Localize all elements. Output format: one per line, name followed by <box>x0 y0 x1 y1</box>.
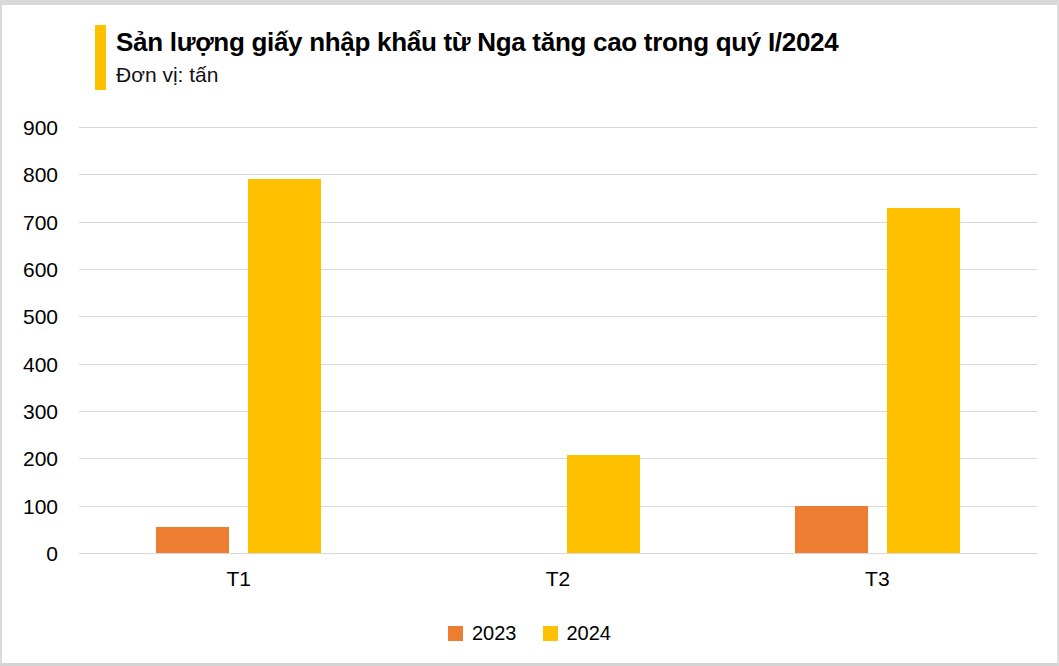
chart-header: Sản lượng giấy nhập khẩu từ Nga tăng cao… <box>95 25 838 90</box>
x-tick-label-T3: T3 <box>718 567 1037 591</box>
bar-group-T2 <box>398 127 717 553</box>
legend-swatch-2023 <box>448 626 463 641</box>
bar-group-T1 <box>79 127 398 553</box>
legend-item-2023: 2023 <box>448 622 517 645</box>
y-tick-label-800: 800 <box>2 164 58 185</box>
x-tick-label-T2: T2 <box>398 567 717 591</box>
plot-area: 0100200300400500600700800900 <box>79 127 1037 553</box>
y-tick-label-200: 200 <box>2 448 58 469</box>
bar-2024-T2 <box>567 455 640 554</box>
chart-page: Sản lượng giấy nhập khẩu từ Nga tăng cao… <box>0 0 1059 666</box>
y-tick-label-500: 500 <box>2 306 58 327</box>
y-tick-label-100: 100 <box>2 495 58 516</box>
y-tick-label-600: 600 <box>2 259 58 280</box>
legend-label-2024: 2024 <box>567 622 612 645</box>
bar-2024-T3 <box>887 208 960 554</box>
chart-title: Sản lượng giấy nhập khẩu từ Nga tăng cao… <box>116 25 838 60</box>
title-text-group: Sản lượng giấy nhập khẩu từ Nga tăng cao… <box>106 25 838 90</box>
legend: 2023 2024 <box>2 622 1057 645</box>
x-tick-label-T1: T1 <box>79 567 398 591</box>
legend-label-2023: 2023 <box>472 622 517 645</box>
gridline-0 <box>79 553 1037 554</box>
y-tick-label-900: 900 <box>2 117 58 138</box>
chart-unit-label: Đơn vị: tấn <box>116 60 838 90</box>
legend-item-2024: 2024 <box>543 622 612 645</box>
y-tick-label-300: 300 <box>2 401 58 422</box>
y-tick-label-400: 400 <box>2 353 58 374</box>
bar-2024-T1 <box>248 179 321 553</box>
y-tick-label-0: 0 <box>2 543 58 564</box>
bar-2023-T3 <box>795 506 868 553</box>
legend-swatch-2024 <box>543 626 558 641</box>
y-tick-label-700: 700 <box>2 211 58 232</box>
bar-group-T3 <box>718 127 1037 553</box>
title-accent-bar <box>95 25 106 90</box>
bar-2023-T1 <box>156 527 229 554</box>
x-axis-labels: T1T2T3 <box>79 567 1037 591</box>
